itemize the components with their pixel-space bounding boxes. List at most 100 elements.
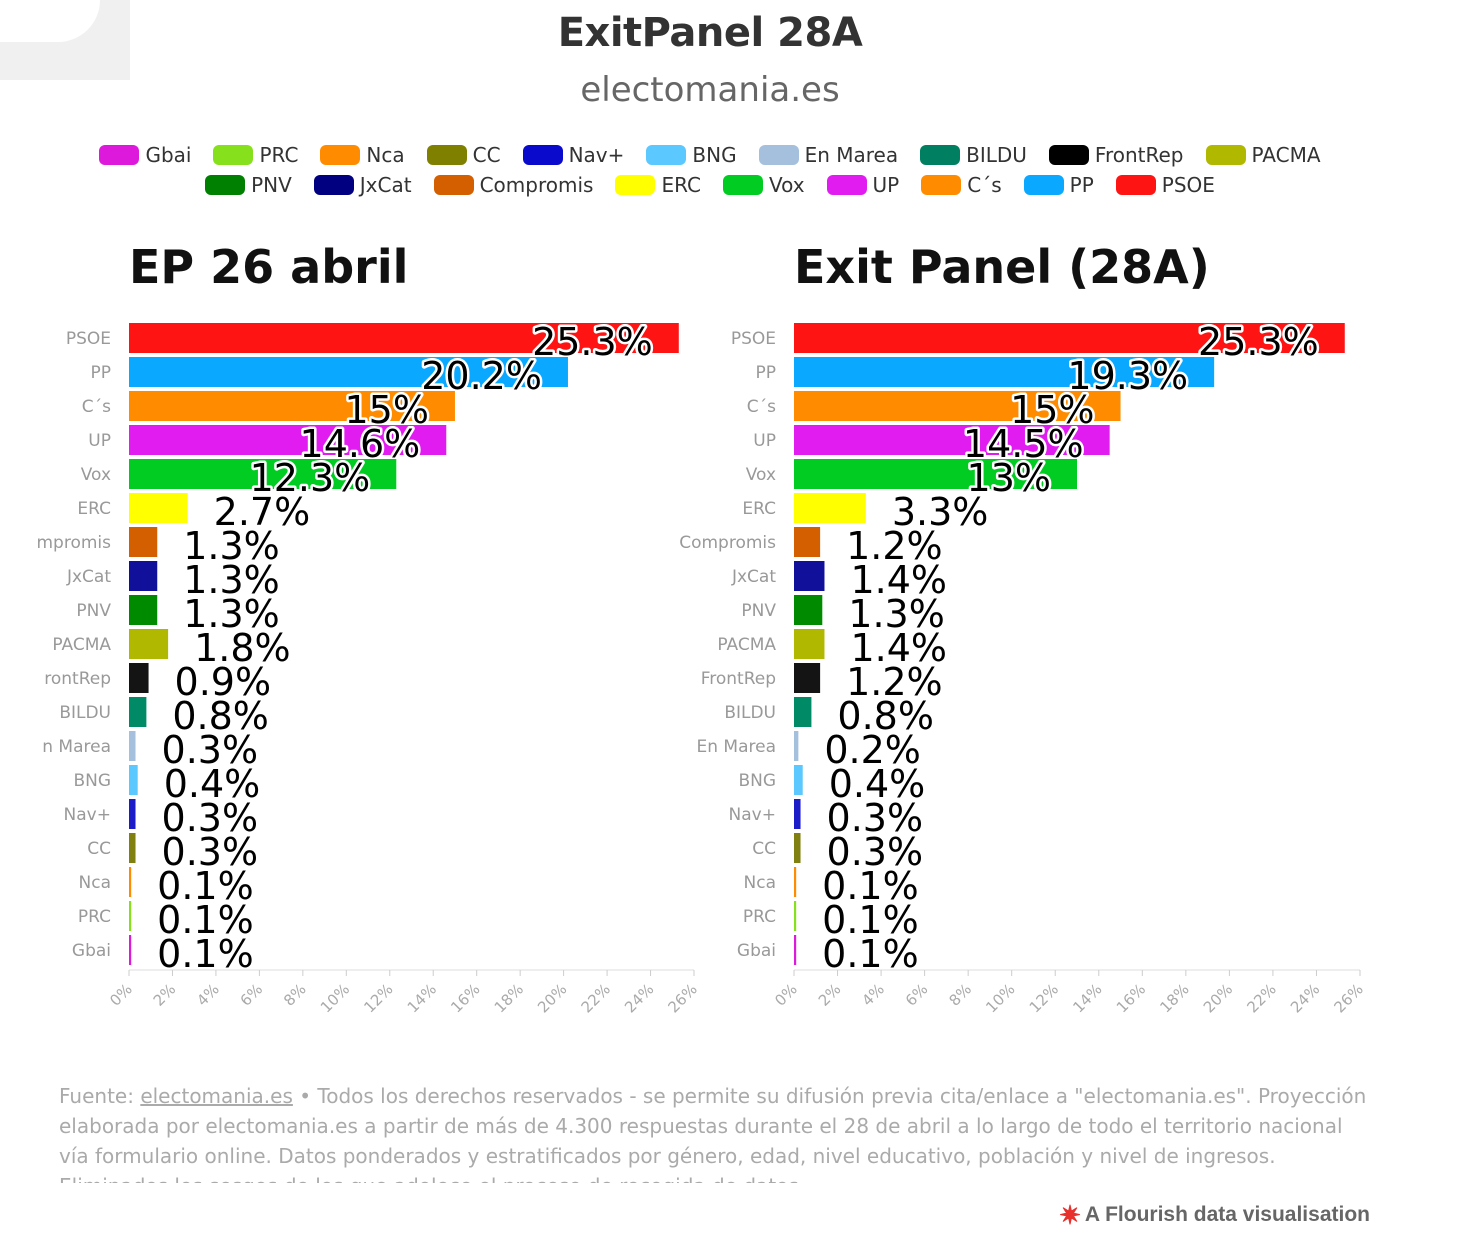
bar-Nca[interactable] bbox=[129, 867, 132, 897]
bar-ERC[interactable] bbox=[794, 493, 866, 523]
legend-item-12[interactable]: Compromis bbox=[433, 172, 593, 198]
legend-swatch bbox=[433, 175, 474, 195]
value-label: 1.2% bbox=[846, 660, 943, 704]
bar-UP[interactable] bbox=[129, 425, 447, 455]
bar-Compromis[interactable] bbox=[794, 527, 821, 557]
bar-PSOE[interactable] bbox=[129, 323, 679, 353]
value-label: 1.3% bbox=[183, 558, 280, 602]
value-label: 25.3% bbox=[1198, 320, 1319, 364]
bar-BILDU[interactable] bbox=[794, 697, 812, 727]
legend-item-14[interactable]: Vox bbox=[722, 172, 805, 198]
legend-item-15[interactable]: UP bbox=[826, 172, 900, 198]
bar-PRC[interactable] bbox=[129, 901, 132, 931]
value-label: 0.8% bbox=[172, 694, 269, 738]
legend-swatch bbox=[921, 175, 962, 195]
legend-swatch bbox=[646, 145, 687, 165]
bar-C´s[interactable] bbox=[129, 391, 455, 421]
bar-C´s[interactable] bbox=[794, 391, 1121, 421]
value-label: 1.3% bbox=[183, 592, 280, 636]
value-label: 3.3% bbox=[892, 490, 989, 534]
footer-source-prefix: Fuente: bbox=[59, 1084, 141, 1108]
bar-PP[interactable] bbox=[794, 357, 1215, 387]
value-label: 0.1% bbox=[822, 932, 919, 976]
value-label: 1.3% bbox=[183, 524, 280, 568]
legend-item-0[interactable]: Gbai bbox=[99, 142, 191, 168]
legend-label: UP bbox=[872, 173, 900, 197]
flourish-credit[interactable]: ✷ A Flourish data visualisation bbox=[1059, 1202, 1370, 1228]
bar-BNG[interactable] bbox=[129, 765, 138, 795]
legend-item-9[interactable]: PACMA bbox=[1205, 142, 1321, 168]
legend-item-16[interactable]: C´s bbox=[921, 172, 1002, 198]
bar-PNV[interactable] bbox=[794, 595, 823, 625]
legend-swatch bbox=[99, 145, 140, 165]
bar-PSOE[interactable] bbox=[794, 323, 1345, 353]
bar-Vox[interactable] bbox=[794, 459, 1077, 489]
bar-Gbai[interactable] bbox=[794, 935, 797, 965]
bar-FrontRep[interactable] bbox=[794, 663, 821, 693]
bar-Gbai[interactable] bbox=[129, 935, 132, 965]
category-label: ERC bbox=[77, 499, 111, 519]
legend-item-2[interactable]: Nca bbox=[320, 142, 405, 168]
bar-PP[interactable] bbox=[129, 357, 568, 387]
legend-item-18[interactable]: PSOE bbox=[1115, 172, 1215, 198]
legend-item-11[interactable]: JxCat bbox=[313, 172, 412, 198]
legend-label: Nav+ bbox=[568, 143, 625, 167]
legend-item-17[interactable]: PP bbox=[1023, 172, 1094, 198]
legend-item-6[interactable]: En Marea bbox=[758, 142, 899, 168]
corner-decoration bbox=[0, 0, 130, 80]
bar-PNV[interactable] bbox=[129, 595, 158, 625]
category-label: JxCat bbox=[66, 567, 111, 587]
bar-BNG[interactable] bbox=[794, 765, 803, 795]
bar-PACMA[interactable] bbox=[794, 629, 825, 659]
bar-FrontRep[interactable] bbox=[129, 663, 149, 693]
legend-swatch bbox=[1205, 145, 1246, 165]
legend-item-1[interactable]: PRC bbox=[213, 142, 298, 168]
bar-Nav+[interactable] bbox=[129, 799, 136, 829]
legend-label: C´s bbox=[967, 173, 1002, 197]
category-label: rontRep bbox=[44, 669, 111, 689]
legend-item-5[interactable]: BNG bbox=[646, 142, 737, 168]
footer-source-link[interactable]: electomania.es bbox=[140, 1084, 293, 1108]
bar-CC[interactable] bbox=[794, 833, 801, 863]
bar-UP[interactable] bbox=[794, 425, 1110, 455]
bar-Nca[interactable] bbox=[794, 867, 797, 897]
bar-BILDU[interactable] bbox=[129, 697, 147, 727]
category-label: CC bbox=[87, 839, 111, 859]
legend-swatch bbox=[426, 145, 467, 165]
legend-item-3[interactable]: CC bbox=[426, 142, 501, 168]
bar-PACMA[interactable] bbox=[129, 629, 169, 659]
bar-JxCat[interactable] bbox=[129, 561, 158, 591]
legend-label: Vox bbox=[768, 173, 805, 197]
x-tick-label: 12% bbox=[1026, 980, 1062, 1016]
bar-ERC[interactable] bbox=[129, 493, 188, 523]
legend-swatch bbox=[1023, 175, 1064, 195]
bar-PRC[interactable] bbox=[794, 901, 797, 931]
bar-JxCat[interactable] bbox=[794, 561, 825, 591]
bar-Compromis[interactable] bbox=[129, 527, 158, 557]
flourish-credit-text: A Flourish data visualisation bbox=[1084, 1203, 1370, 1226]
value-label: 12.3% bbox=[250, 456, 371, 500]
legend-item-4[interactable]: Nav+ bbox=[522, 142, 625, 168]
x-tick-label: 24% bbox=[1287, 980, 1323, 1016]
category-label: PNV bbox=[76, 601, 111, 621]
bar-En Marea[interactable] bbox=[129, 731, 136, 761]
legend: Gbai PRC Nca CC Nav+ BNG En Marea BILDU FrontRep… bbox=[40, 140, 1380, 200]
category-label: Nca bbox=[79, 873, 111, 893]
chart-title: Exit Panel (28A) bbox=[794, 240, 1210, 294]
legend-item-8[interactable]: FrontRep bbox=[1048, 142, 1184, 168]
category-label: C´s bbox=[82, 397, 111, 417]
bar-En Marea[interactable] bbox=[794, 731, 799, 761]
legend-item-13[interactable]: ERC bbox=[615, 172, 701, 198]
category-label: PRC bbox=[78, 907, 111, 927]
bar-Vox[interactable] bbox=[129, 459, 397, 489]
bar-CC[interactable] bbox=[129, 833, 136, 863]
legend-label: CC bbox=[472, 143, 501, 167]
legend-item-7[interactable]: BILDU bbox=[920, 142, 1027, 168]
value-label: 0.3% bbox=[162, 796, 259, 840]
legend-label: En Marea bbox=[804, 143, 899, 167]
legend-swatch bbox=[722, 175, 763, 195]
bar-Nav+[interactable] bbox=[794, 799, 801, 829]
legend-item-10[interactable]: PNV bbox=[205, 172, 292, 198]
legend-swatch bbox=[826, 175, 867, 195]
legend-label: FrontRep bbox=[1094, 143, 1184, 167]
